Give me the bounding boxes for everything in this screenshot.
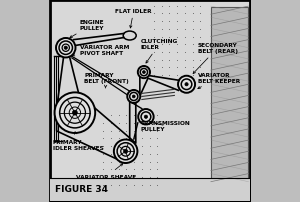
Circle shape [138, 109, 154, 125]
Circle shape [132, 96, 135, 98]
Text: FIGURE 34: FIGURE 34 [55, 184, 108, 193]
Text: VARIATOR SHEAVE: VARIATOR SHEAVE [76, 164, 136, 179]
Text: PRIMARY
IDLER SHEAVES: PRIMARY IDLER SHEAVES [52, 132, 103, 150]
Circle shape [185, 83, 188, 86]
FancyBboxPatch shape [50, 178, 250, 201]
Circle shape [114, 140, 137, 163]
Text: TRANSMISSION
PULLEY: TRANSMISSION PULLEY [141, 121, 190, 132]
Text: VARIATOR
BELT KEEPER: VARIATOR BELT KEEPER [198, 72, 240, 89]
Circle shape [73, 111, 77, 116]
FancyBboxPatch shape [50, 1, 250, 201]
Circle shape [56, 39, 76, 58]
Text: PRIMARY
BELT (FRONT): PRIMARY BELT (FRONT) [84, 72, 129, 89]
Circle shape [127, 90, 140, 103]
Text: VARIATOR ARM
PIVOT SHAFT: VARIATOR ARM PIVOT SHAFT [72, 45, 129, 57]
Circle shape [138, 67, 150, 79]
Circle shape [124, 149, 128, 154]
Circle shape [64, 47, 68, 50]
Text: CLUTCHING
IDLER: CLUTCHING IDLER [141, 39, 178, 64]
Text: FLAT IDLER: FLAT IDLER [116, 9, 152, 29]
Circle shape [178, 76, 195, 93]
Text: ENGINE
PULLEY: ENGINE PULLEY [70, 20, 105, 39]
Circle shape [55, 93, 95, 133]
FancyBboxPatch shape [211, 8, 248, 186]
Text: SECONDARY
BELT (REAR): SECONDARY BELT (REAR) [193, 43, 238, 74]
Circle shape [144, 116, 148, 119]
Circle shape [142, 71, 145, 74]
